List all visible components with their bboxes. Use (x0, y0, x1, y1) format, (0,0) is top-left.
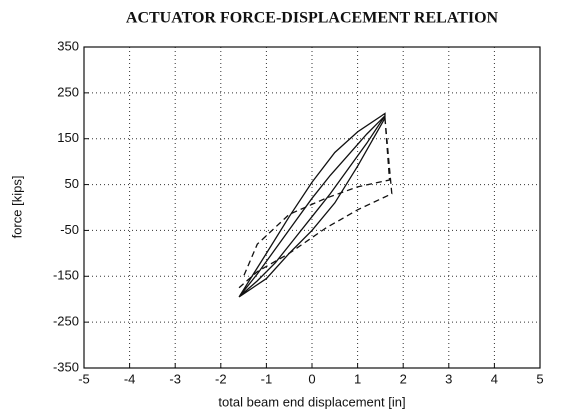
y-tick-label: -350 (53, 359, 79, 374)
y-axis-label: force [kips] (9, 176, 24, 239)
x-tick-label: 5 (536, 371, 543, 386)
x-tick-label: -2 (215, 371, 227, 386)
x-tick-label: -3 (169, 371, 181, 386)
data-line (238, 112, 386, 298)
x-tick-label: 1 (354, 371, 361, 386)
x-tick-label: -5 (78, 371, 90, 386)
x-tick-label: -4 (124, 371, 136, 386)
y-tick-label: -250 (53, 314, 79, 329)
y-tick-label: 150 (57, 130, 79, 145)
x-tick-label: -1 (261, 371, 273, 386)
x-tick-label: 2 (400, 371, 407, 386)
y-tick-label: 250 (57, 84, 79, 99)
y-tick-label: -50 (60, 222, 79, 237)
y-tick-label: -150 (53, 268, 79, 283)
y-tick-label: 50 (65, 176, 79, 191)
x-tick-label: 4 (491, 371, 498, 386)
plot-frame (83, 46, 541, 369)
x-axis-label: total beam end displacement [in] (218, 394, 405, 409)
x-tick-label: 0 (308, 371, 315, 386)
y-tick-label: 350 (57, 38, 79, 53)
x-tick-label: 3 (445, 371, 452, 386)
data-line (238, 118, 393, 289)
chart-title: ACTUATOR FORCE-DISPLACEMENT RELATION (126, 10, 499, 27)
